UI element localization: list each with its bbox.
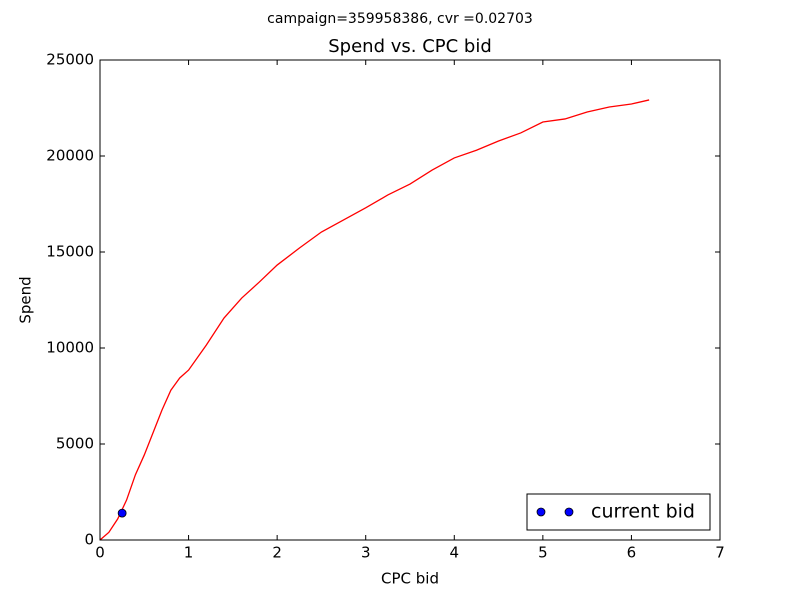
legend-marker: [564, 507, 574, 517]
x-tick-label: 1: [184, 544, 194, 562]
y-axis-label: Spend: [17, 276, 35, 323]
plot-frame: [99, 59, 721, 541]
x-tick-label: 5: [538, 544, 548, 562]
y-tick-label: 25000: [46, 51, 94, 69]
x-axis-label: CPC bid: [381, 570, 439, 588]
x-tick-label: 2: [272, 544, 282, 562]
y-tick-label: 10000: [46, 339, 94, 357]
legend-label: current bid: [591, 501, 695, 523]
legend-box: [526, 493, 711, 531]
x-tick-label: 7: [715, 544, 725, 562]
legend-marker: [536, 507, 546, 517]
y-tick-label: 0: [84, 531, 94, 549]
y-tick-label: 15000: [46, 243, 94, 261]
x-tick-label: 4: [450, 544, 460, 562]
data-point: [117, 508, 127, 518]
suptitle: campaign=359958386, cvr =0.02703: [267, 11, 533, 27]
data-line: [99, 99, 650, 541]
x-tick-label: 0: [95, 544, 105, 562]
y-tick-label: 20000: [46, 147, 94, 165]
y-tick-label: 5000: [56, 435, 94, 453]
chart-title: Spend vs. CPC bid: [328, 36, 492, 57]
x-tick-label: 3: [361, 544, 371, 562]
x-tick-label: 6: [627, 544, 637, 562]
